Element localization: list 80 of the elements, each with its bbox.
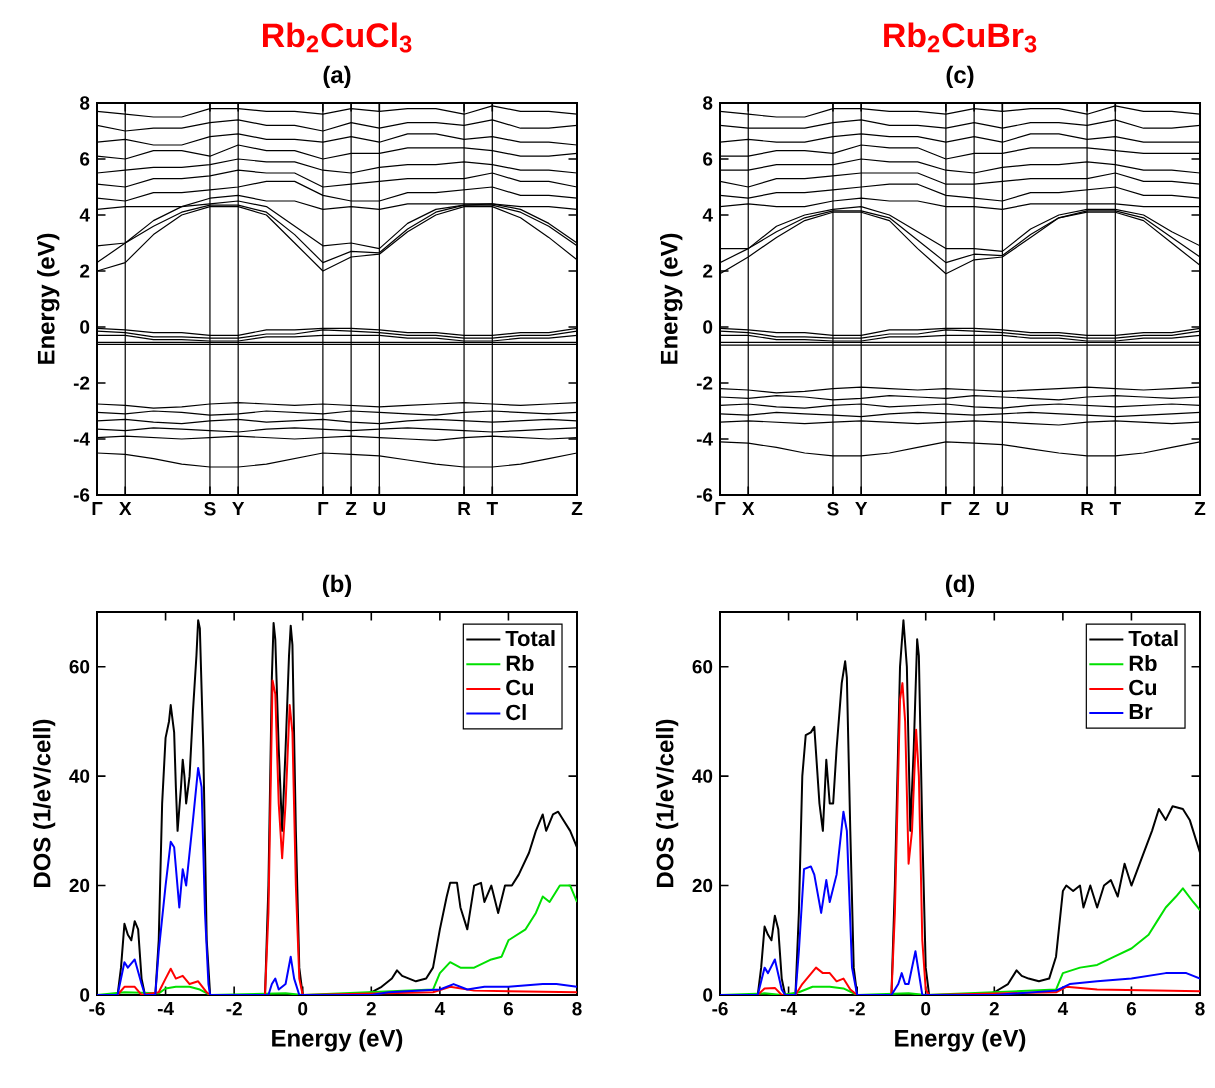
x-tick-label: 4 xyxy=(1057,1002,1069,1016)
y-tick-label: 0 xyxy=(703,988,713,1002)
x-tick-label: Γ xyxy=(92,502,103,516)
y-tick-label: -2 xyxy=(696,376,713,390)
y-tick-label: -2 xyxy=(73,376,90,390)
y-tick-label: 20 xyxy=(692,878,713,893)
y-tick-label: 2 xyxy=(703,264,713,278)
y-axis-title: Energy (eV) xyxy=(660,233,683,364)
x-tick-label: Y xyxy=(855,502,868,516)
x-tick-label: -6 xyxy=(712,1002,728,1016)
chart-subtitle: (c) xyxy=(946,65,974,89)
x-tick-label: -2 xyxy=(849,1002,865,1016)
x-tick-label: Z xyxy=(968,502,980,516)
legend-label: Rb xyxy=(1129,654,1157,672)
x-tick-label: 2 xyxy=(989,1002,999,1016)
x-tick-label: U xyxy=(996,502,1009,516)
x-tick-label: -4 xyxy=(780,1002,797,1016)
y-tick-label: 0 xyxy=(80,320,90,334)
legend-label: Cl xyxy=(506,704,526,721)
y-tick-label: -6 xyxy=(696,488,713,502)
chart-title: (d) xyxy=(945,574,975,598)
chart-title: Rb$_{2}$CuBr$_{3}$ xyxy=(884,22,1037,53)
x-tick-label: 0 xyxy=(921,1002,931,1016)
y-tick-label: 60 xyxy=(69,660,90,674)
y-tick-label: -4 xyxy=(73,432,90,446)
x-tick-label: Γ xyxy=(318,502,329,516)
legend-label: Total xyxy=(1128,630,1178,647)
y-tick-label: 0 xyxy=(703,320,713,334)
y-tick-label: -6 xyxy=(73,488,90,502)
x-axis-title: Energy (eV) xyxy=(895,1029,1026,1052)
y-tick-label: 4 xyxy=(79,208,90,222)
x-tick-label: Z xyxy=(345,502,357,516)
x-tick-label: Γ xyxy=(715,502,726,516)
legend-label: Total xyxy=(505,630,555,647)
x-tick-label: 8 xyxy=(1195,1002,1205,1016)
x-tick-label: -4 xyxy=(157,1002,174,1016)
y-tick-label: 40 xyxy=(69,769,90,783)
y-tick-label: 8 xyxy=(703,96,713,110)
x-tick-label: X xyxy=(742,502,755,516)
y-tick-label: 40 xyxy=(692,769,713,783)
y-tick-label: -4 xyxy=(696,432,713,446)
y-tick-label: 60 xyxy=(692,660,713,674)
legend-label: Br xyxy=(1129,704,1153,720)
y-axis-title: DOS (1/eV/cell) xyxy=(32,719,56,887)
legend-label: Cu xyxy=(1129,679,1157,696)
x-tick-label: 6 xyxy=(1126,1002,1137,1016)
x-tick-label: 4 xyxy=(434,1002,446,1016)
legend-label: Cu xyxy=(506,679,534,696)
x-tick-label: -2 xyxy=(226,1002,242,1016)
x-tick-label: X xyxy=(119,502,132,516)
x-tick-label: 0 xyxy=(298,1002,308,1016)
x-tick-label: S xyxy=(204,502,216,516)
x-tick-label: T xyxy=(486,502,498,516)
y-tick-label: 20 xyxy=(69,878,90,893)
chart-title: Rb$_{2}$CuCl$_{3}$ xyxy=(263,22,412,53)
x-tick-label: 6 xyxy=(503,1002,514,1016)
x-tick-label: T xyxy=(1109,502,1121,516)
y-tick-label: 0 xyxy=(80,988,90,1002)
x-tick-label: U xyxy=(373,502,386,516)
x-tick-label: Z xyxy=(1194,502,1206,516)
x-axis-title: Energy (eV) xyxy=(272,1029,403,1052)
y-axis-title: Energy (eV) xyxy=(37,233,60,364)
y-tick-label: 6 xyxy=(703,152,713,166)
y-axis-title: DOS (1/eV/cell) xyxy=(655,719,679,887)
x-tick-label: 2 xyxy=(366,1002,376,1016)
x-tick-label: R xyxy=(1081,502,1094,516)
x-tick-label: Γ xyxy=(941,502,952,516)
x-tick-label: -6 xyxy=(89,1002,105,1016)
x-tick-label: R xyxy=(458,502,471,516)
x-tick-label: Z xyxy=(571,502,583,516)
x-tick-label: Y xyxy=(232,502,245,516)
chart-subtitle: (a) xyxy=(323,65,351,89)
chart-title: (b) xyxy=(322,574,352,598)
y-tick-label: 8 xyxy=(80,96,90,110)
y-tick-label: 6 xyxy=(80,152,90,166)
x-tick-label: S xyxy=(827,502,839,516)
y-tick-label: 2 xyxy=(80,264,90,278)
legend-label: Rb xyxy=(506,654,534,672)
y-tick-label: 4 xyxy=(702,208,713,222)
x-tick-label: 8 xyxy=(572,1002,582,1016)
